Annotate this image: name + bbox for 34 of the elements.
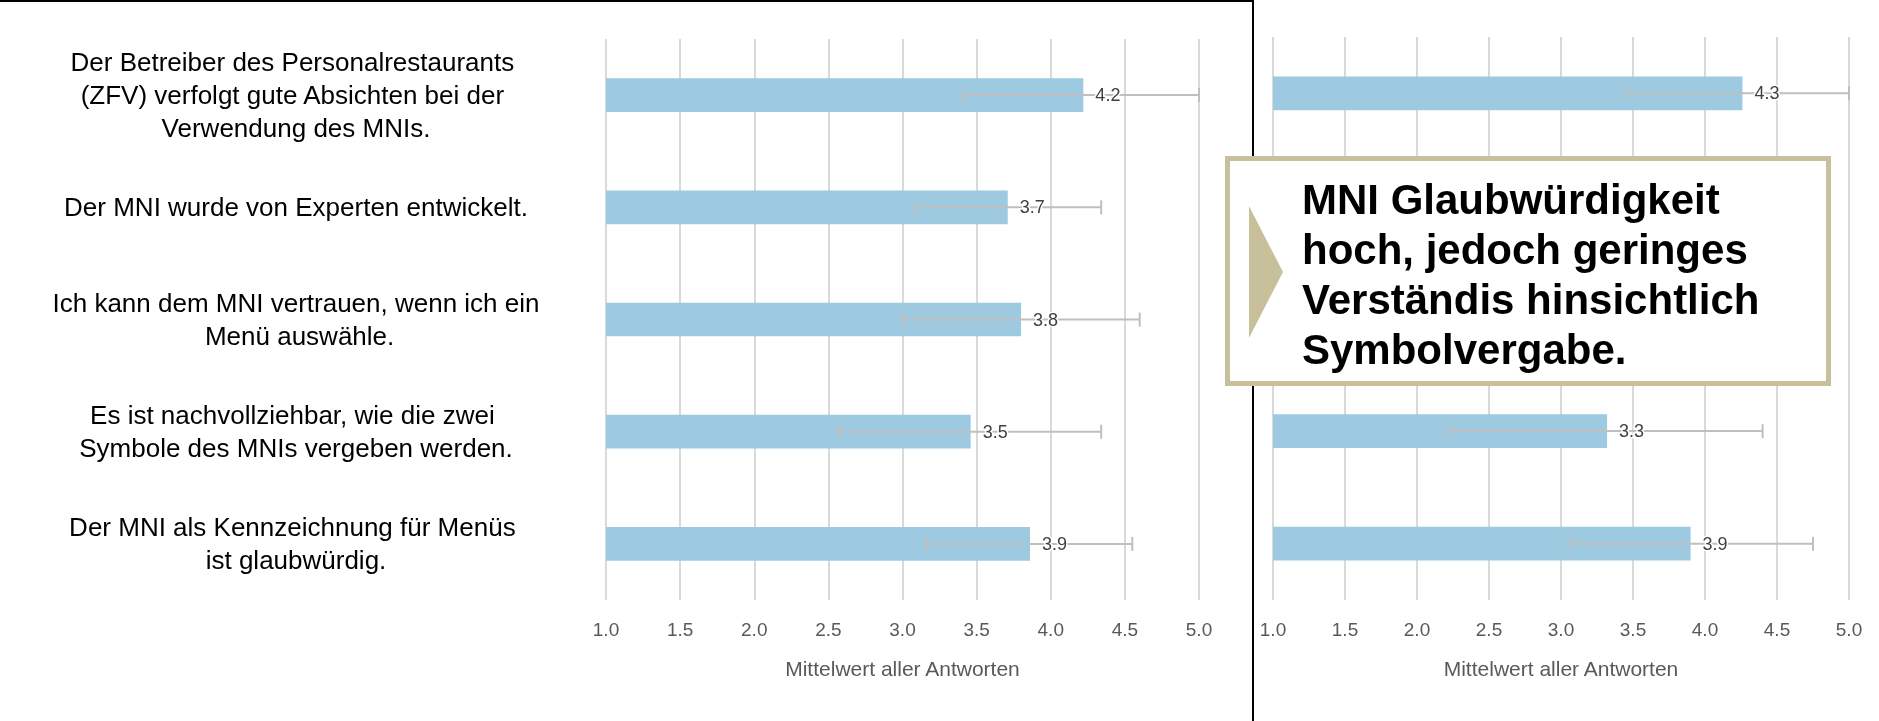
x-tick-label: 5.0 bbox=[1185, 619, 1213, 640]
x-tick-label: 4.0 bbox=[1037, 619, 1064, 640]
x-tick-label: 5.0 bbox=[1835, 619, 1863, 640]
x-tick-label: 1.0 bbox=[1259, 619, 1287, 640]
x-tick-label: 4.5 bbox=[1111, 619, 1139, 640]
y-tick-label: Es ist nachvollziehbar, wie die zwei Symbole des MNIs vergeben werden. bbox=[79, 400, 513, 464]
x-tick-label: 1.5 bbox=[666, 619, 694, 640]
x-tick-label: 3.5 bbox=[963, 619, 990, 640]
x-tick-label: 2.0 bbox=[1403, 619, 1431, 640]
data-label: 4.3 bbox=[1754, 83, 1780, 104]
x-tick-label: 3.5 bbox=[1619, 619, 1647, 640]
x-tick-label: 2.0 bbox=[741, 619, 768, 640]
x-tick-label: 2.5 bbox=[1475, 619, 1503, 640]
x-tick-label: 4.5 bbox=[1763, 619, 1791, 640]
y-tick-label: Ich kann dem MNI vertrauen, wenn ich ein Menü auswähle. bbox=[52, 288, 540, 351]
data-label: 3.7 bbox=[1019, 197, 1045, 218]
data-label: 3.8 bbox=[1033, 309, 1059, 330]
y-tick-label: Der MNI wurde von Experten entwickelt. bbox=[64, 192, 528, 223]
x-tick-label: 1.0 bbox=[592, 619, 620, 640]
x-axis-title: Mittelwert aller Antworten bbox=[1443, 657, 1679, 680]
y-tick-label: Der MNI als Kennzeichnung für Menüs ist glaubwürdig. bbox=[69, 512, 523, 576]
data-label: 3.3 bbox=[1619, 421, 1645, 442]
data-label: 3.9 bbox=[1041, 533, 1068, 554]
x-tick-label: 3.0 bbox=[1547, 619, 1575, 640]
data-label: 3.5 bbox=[982, 421, 1008, 442]
data-label: 4.2 bbox=[1095, 85, 1121, 106]
x-tick-label: 4.0 bbox=[1691, 619, 1719, 640]
x-tick-label: 2.5 bbox=[815, 619, 842, 640]
x-tick-label: 1.5 bbox=[1331, 619, 1359, 640]
x-axis-title: Mittelwert aller Antworten bbox=[785, 657, 1020, 680]
callout-box: MNI Glaubwürdigkeit hoch, jedoch geringes Verständis hinsichtlich Symbolvergabe. bbox=[1225, 156, 1831, 386]
x-tick-label: 3.0 bbox=[889, 619, 916, 640]
y-tick-label: Der Betreiber des Personalrestaurants (ZFV) verfolgt gute Absichten bei der Verwendung des MNIs. bbox=[70, 47, 522, 144]
data-label: 3.9 bbox=[1702, 533, 1728, 554]
